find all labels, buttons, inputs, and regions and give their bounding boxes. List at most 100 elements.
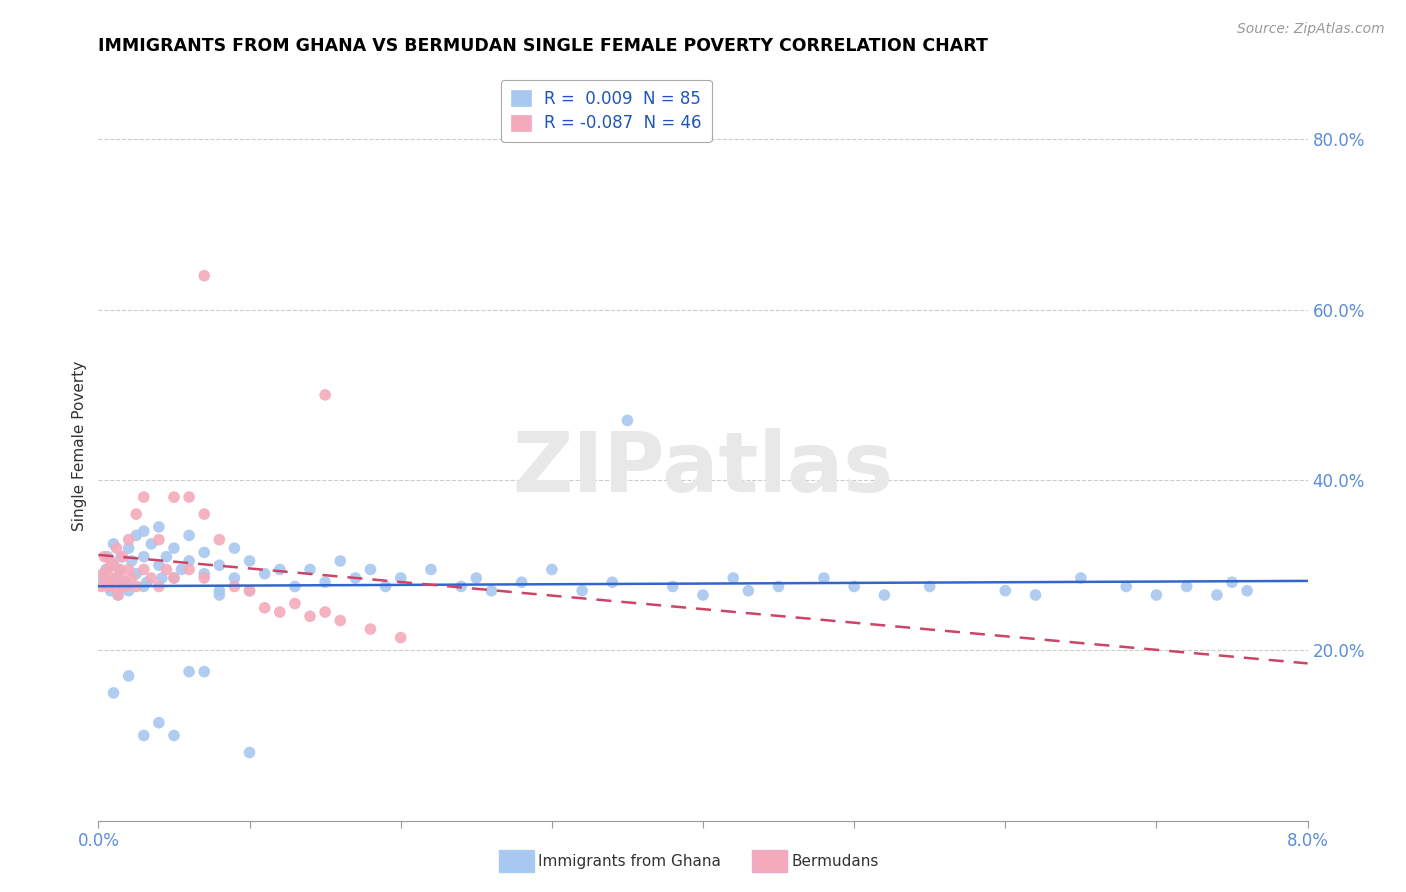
Point [465,571,488,585]
Point [208,558,231,573]
Point [1236,583,1258,598]
Point [284,580,307,594]
Point [90,580,112,594]
Point [118,669,141,683]
Point [94,562,117,576]
Point [239,554,262,568]
Point [723,571,745,585]
Point [148,520,170,534]
Point [239,583,262,598]
Text: Immigrants from Ghana: Immigrants from Ghana [538,855,721,869]
Point [103,558,125,573]
Point [111,580,134,594]
Point [163,490,186,504]
Point [155,562,177,576]
Point [125,528,148,542]
Point [360,622,382,636]
Point [873,588,896,602]
Point [148,533,170,547]
Point [208,583,231,598]
Point [155,549,177,564]
Point [1146,588,1168,602]
Legend: R =  0.009  N = 85, R = -0.087  N = 46: R = 0.009 N = 85, R = -0.087 N = 46 [501,79,711,143]
Point [125,580,148,594]
Point [132,490,155,504]
Point [105,571,128,585]
Point [96,549,118,564]
Point [132,549,155,564]
Point [344,571,367,585]
Point [148,558,170,573]
Point [94,575,117,590]
Point [121,554,143,568]
Point [1206,588,1229,602]
Point [193,507,215,521]
Point [96,562,118,576]
Point [148,580,170,594]
Point [768,580,790,594]
Point [103,686,125,700]
Text: Source: ZipAtlas.com: Source: ZipAtlas.com [1237,22,1385,37]
Point [132,580,155,594]
Point [253,600,276,615]
Point [208,588,231,602]
Point [107,588,129,602]
Point [1220,575,1243,590]
Point [193,571,215,585]
Point [105,541,128,556]
Point [844,580,866,594]
Point [132,562,155,576]
Point [163,541,186,556]
Point [737,583,759,598]
Point [510,575,533,590]
Point [1070,571,1092,585]
Point [111,549,134,564]
Point [132,524,155,538]
Text: ZIPatlas: ZIPatlas [513,428,893,509]
Point [193,566,215,581]
Point [114,580,136,594]
Point [224,571,246,585]
Point [98,580,121,594]
Point [571,583,593,598]
Point [420,562,443,576]
Point [224,541,246,556]
Point [110,571,132,585]
Point [125,566,148,581]
Point [121,571,143,585]
Point [299,562,322,576]
Point [1025,588,1047,602]
Point [132,729,155,743]
Point [299,609,322,624]
Point [108,562,131,576]
Point [141,537,163,551]
Point [389,571,412,585]
Point [450,580,472,594]
Point [91,566,114,581]
Point [253,566,276,581]
Point [239,583,262,598]
Point [108,562,131,576]
Point [135,575,157,590]
Point [692,588,714,602]
Point [481,583,503,598]
Point [179,554,201,568]
Point [118,541,141,556]
Point [208,533,231,547]
Point [661,580,683,594]
Point [163,571,186,585]
Point [104,580,127,594]
Point [110,549,132,564]
Point [170,562,193,576]
Point [1115,580,1137,594]
Point [118,562,141,576]
Point [224,580,246,594]
Point [389,631,412,645]
Point [118,533,141,547]
Point [314,575,336,590]
Point [118,583,141,598]
Point [125,507,148,521]
Point [1175,580,1198,594]
Point [269,605,291,619]
Point [329,554,352,568]
